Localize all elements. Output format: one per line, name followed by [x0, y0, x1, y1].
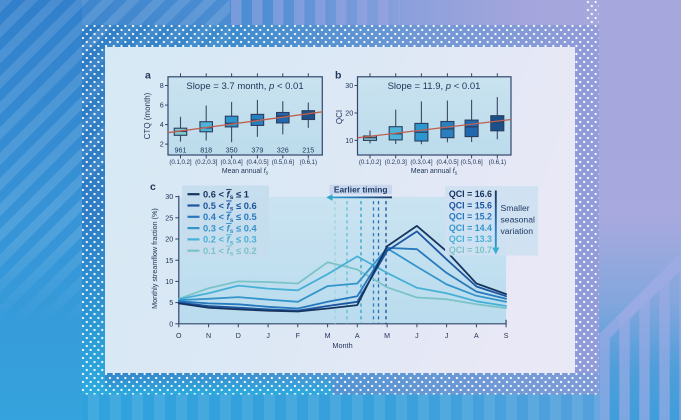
svg-text:25: 25 — [165, 213, 173, 222]
svg-text:818: 818 — [200, 146, 212, 155]
svg-text:QCI = 14.4: QCI = 14.4 — [449, 223, 492, 233]
svg-text:QCI = 13.3: QCI = 13.3 — [449, 234, 492, 244]
svg-text:(0.2,0.3]: (0.2,0.3] — [195, 159, 218, 166]
svg-text:(0.1,0.2]: (0.1,0.2] — [359, 159, 382, 166]
svg-text:(0.1,0.2]: (0.1,0.2] — [169, 159, 192, 166]
svg-text:seasonal: seasonal — [501, 214, 535, 224]
svg-text:961: 961 — [175, 146, 187, 155]
svg-text:Slope = 11.9, p < 0.01: Slope = 11.9, p < 0.01 — [388, 81, 481, 92]
svg-text:(0.2,0.3]: (0.2,0.3] — [385, 159, 408, 166]
svg-text:J: J — [415, 332, 419, 340]
svg-text:20: 20 — [165, 235, 173, 244]
svg-text:a: a — [145, 70, 151, 82]
svg-text:CTQ (month): CTQ (month) — [143, 92, 152, 139]
svg-text:326: 326 — [277, 146, 289, 155]
svg-text:379: 379 — [251, 146, 263, 155]
svg-text:0.4 < fs ≤ 0.5: 0.4 < fs ≤ 0.5 — [203, 212, 257, 224]
svg-text:N: N — [206, 332, 211, 340]
svg-text:QCI = 15.2: QCI = 15.2 — [449, 212, 492, 222]
svg-text:4: 4 — [160, 120, 164, 129]
svg-text:J: J — [266, 332, 270, 340]
svg-text:(0.4,0.5]: (0.4,0.5] — [246, 159, 269, 166]
svg-text:D: D — [236, 332, 241, 340]
svg-text:0.5 < fs ≤ 0.6: 0.5 < fs ≤ 0.6 — [203, 201, 257, 213]
svg-text:5: 5 — [169, 298, 173, 307]
svg-text:Month: Month — [332, 341, 352, 350]
svg-text:10: 10 — [165, 277, 173, 286]
svg-text:Smaller: Smaller — [501, 203, 530, 213]
svg-text:QCI = 10.7: QCI = 10.7 — [449, 245, 492, 255]
svg-text:(0.3,0.4]: (0.3,0.4] — [221, 159, 244, 166]
svg-text:Monthly streamflow fraction (%: Monthly streamflow fraction (%) — [150, 208, 159, 309]
svg-text:8: 8 — [160, 81, 164, 90]
svg-text:A: A — [355, 332, 360, 340]
svg-text:Mean annual fs: Mean annual fs — [222, 168, 269, 177]
svg-text:0.2 < fs ≤ 0.3: 0.2 < fs ≤ 0.3 — [203, 235, 257, 247]
svg-text:15: 15 — [165, 256, 173, 265]
svg-text:(0.6,1): (0.6,1) — [489, 159, 506, 166]
svg-text:Earlier timing: Earlier timing — [334, 184, 388, 194]
svg-text:b: b — [335, 70, 341, 82]
svg-text:J: J — [445, 332, 449, 340]
svg-text:c: c — [150, 181, 156, 193]
svg-text:0.1 < fs ≤ 0.2: 0.1 < fs ≤ 0.2 — [203, 246, 257, 258]
svg-text:QCI = 16.6: QCI = 16.6 — [449, 189, 492, 199]
svg-text:Slope = 3.7 month, p < 0.01: Slope = 3.7 month, p < 0.01 — [186, 81, 303, 92]
svg-text:variation: variation — [501, 226, 534, 236]
svg-text:M: M — [325, 332, 331, 340]
svg-text:30: 30 — [165, 192, 173, 201]
svg-text:0.3 < fs ≤ 0.4: 0.3 < fs ≤ 0.4 — [203, 223, 257, 235]
svg-text:QCI = 15.6: QCI = 15.6 — [449, 200, 492, 210]
svg-text:M: M — [384, 332, 390, 340]
svg-text:A: A — [474, 332, 479, 340]
svg-text:Mean annual fs: Mean annual fs — [411, 168, 458, 177]
svg-text:215: 215 — [302, 146, 314, 155]
svg-text:(0.4,0.5]: (0.4,0.5] — [436, 159, 459, 166]
svg-text:(0.5,0.6]: (0.5,0.6] — [461, 159, 484, 166]
svg-text:F: F — [296, 332, 301, 340]
svg-text:(0.3,0.4]: (0.3,0.4] — [410, 159, 433, 166]
svg-text:20: 20 — [345, 109, 353, 118]
svg-text:30: 30 — [345, 81, 353, 90]
svg-text:(0.6,1): (0.6,1) — [300, 159, 317, 166]
svg-text:QCI: QCI — [335, 110, 344, 124]
svg-text:0.6 < fs ≤ 1: 0.6 < fs ≤ 1 — [203, 190, 249, 202]
svg-text:S: S — [504, 332, 509, 340]
svg-text:10: 10 — [345, 136, 353, 145]
svg-text:(0.5,0.6]: (0.5,0.6] — [272, 159, 295, 166]
svg-text:0: 0 — [169, 319, 173, 328]
svg-text:350: 350 — [226, 146, 238, 155]
svg-text:2: 2 — [160, 140, 164, 149]
svg-text:6: 6 — [160, 101, 164, 110]
svg-text:O: O — [176, 332, 182, 340]
